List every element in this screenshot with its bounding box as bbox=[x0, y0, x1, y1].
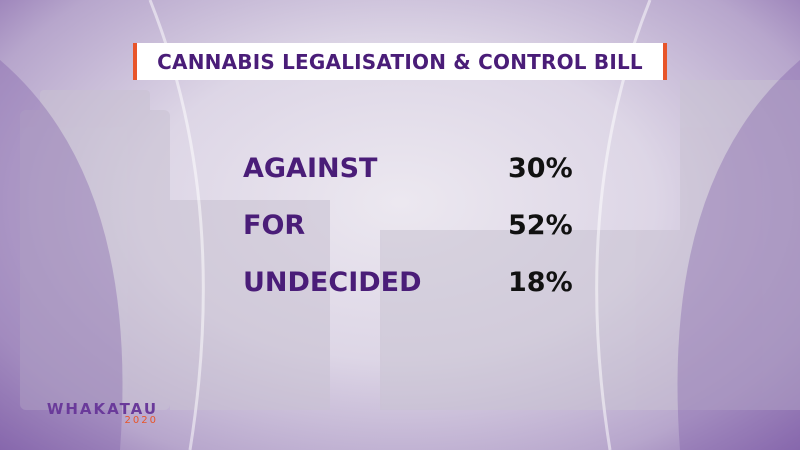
beehive-top bbox=[40, 90, 150, 120]
option-label: FOR bbox=[243, 209, 306, 241]
result-row: FOR 52% bbox=[243, 205, 583, 245]
parliament bbox=[380, 230, 680, 410]
library bbox=[680, 80, 800, 410]
arc-right bbox=[677, 60, 800, 450]
option-label: AGAINST bbox=[243, 152, 378, 184]
buildings bbox=[20, 80, 800, 410]
logo: WHAKATAU 2020 bbox=[36, 400, 158, 426]
arc-left bbox=[0, 60, 123, 450]
logo-name: WHAKATAU bbox=[46, 400, 158, 418]
building bbox=[170, 200, 330, 410]
result-row: AGAINST 30% bbox=[243, 148, 583, 188]
option-value: 18% bbox=[508, 266, 573, 298]
option-value: 30% bbox=[508, 152, 573, 184]
logo-year: 2020 bbox=[124, 415, 158, 426]
option-label: UNDECIDED bbox=[243, 266, 422, 298]
result-row: UNDECIDED 18% bbox=[243, 262, 583, 302]
option-value: 52% bbox=[508, 209, 573, 241]
beehive bbox=[20, 110, 170, 410]
title: CANNABIS LEGALISATION & CONTROL BILL bbox=[157, 49, 643, 74]
title-box: CANNABIS LEGALISATION & CONTROL BILL bbox=[133, 43, 667, 80]
